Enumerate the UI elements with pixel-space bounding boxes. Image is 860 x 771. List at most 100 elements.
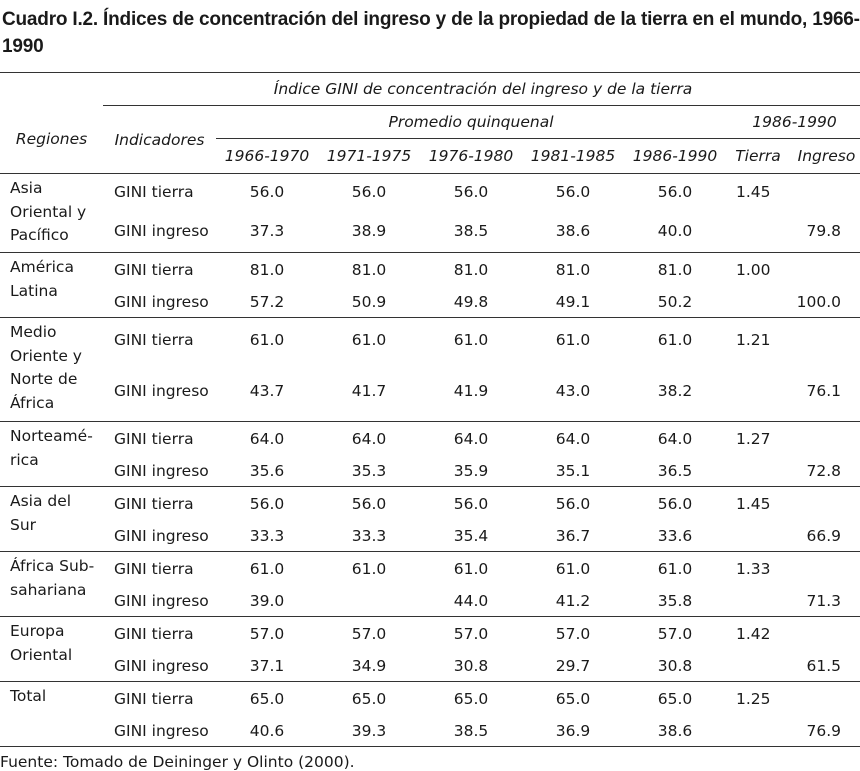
value-cell: 36.5	[624, 455, 726, 487]
table-title: Cuadro I.2. Índices de concentración del…	[2, 9, 860, 57]
value-cell: 65.0	[351, 689, 387, 708]
value-cell: 81.0	[453, 260, 489, 279]
table-row: Asia del Sur GINI tierra 56.0 56.0 56.0 56.0 5…	[0, 486, 860, 552]
header-ingreso: Ingreso	[790, 138, 860, 174]
table-row: GINI ingreso 33.3 33.3 35.4 36.7 33.6 66.9	[0, 520, 860, 552]
region-cell: Asia del Sur	[0, 486, 103, 552]
ingreso-cell: 72.8	[790, 455, 860, 487]
value-cell: 65.0	[249, 689, 285, 708]
value-cell: 81.0	[555, 260, 591, 279]
tierra-cell: 1.42	[736, 624, 771, 643]
region-cell: África Sub-sahariana	[0, 551, 103, 617]
value-cell: 36.7	[522, 520, 624, 552]
region-cell: Europa Oriental	[0, 616, 103, 682]
value-cell: 61.0	[249, 330, 285, 349]
value-cell: 65.0	[555, 689, 591, 708]
indicator-cell: GINI ingreso	[103, 286, 216, 318]
tierra-cell	[726, 286, 790, 318]
value-cell: 81.0	[249, 260, 285, 279]
value-cell: 34.9	[318, 650, 420, 682]
ingreso-cell: 66.9	[790, 520, 860, 552]
value-cell: 61.0	[555, 330, 591, 349]
table-row: GINI ingreso 35.6 35.3 35.9 35.1 36.5 72.8	[0, 455, 860, 487]
value-cell	[318, 585, 420, 617]
ingreso-cell: 76.1	[790, 361, 860, 422]
table-row: Total GINI tierra 65.0 65.0 65.0 65.0 65.0 1.25	[0, 681, 860, 747]
value-cell: 57.0	[555, 624, 591, 643]
header-indicadores: Indicadores	[103, 105, 216, 174]
ingreso-cell	[790, 422, 860, 456]
value-cell: 56.0	[657, 494, 693, 513]
tierra-cell	[726, 650, 790, 682]
table-row: GINI ingreso 37.1 34.9 30.8 29.7 30.8 61.5	[0, 650, 860, 682]
value-cell: 30.8	[420, 650, 522, 682]
source-note: Fuente: Tomado de Deininger y Olinto (20…	[0, 753, 355, 771]
table-row: Norteamé-rica GINI tierra 64.0 64.0 64.0 64.0…	[0, 421, 860, 487]
table-row: Asia Oriental y Pacífico GINI tierra 56.0 5…	[0, 173, 860, 253]
value-cell: 38.5	[420, 210, 522, 253]
value-cell: 35.3	[318, 455, 420, 487]
tierra-cell: 1.00	[736, 260, 771, 279]
value-cell: 56.0	[249, 183, 285, 202]
indicator-cell: GINI tierra	[114, 494, 194, 513]
value-cell: 39.3	[318, 715, 420, 747]
value-cell: 41.2	[522, 585, 624, 617]
region-cell: América Latina	[0, 252, 103, 318]
header-period-1986-1990: 1986-1990	[726, 105, 860, 139]
value-cell: 40.6	[216, 715, 318, 747]
header-gini-title: Índice GINI de concentración del ingreso…	[103, 72, 860, 106]
value-cell: 38.9	[318, 210, 420, 253]
value-cell: 64.0	[453, 429, 489, 448]
tierra-cell: 1.45	[736, 494, 771, 513]
value-cell: 57.0	[249, 624, 285, 643]
value-cell: 56.0	[249, 494, 285, 513]
indicator-cell: GINI ingreso	[103, 520, 216, 552]
value-cell: 61.0	[453, 330, 489, 349]
value-cell: 56.0	[555, 183, 591, 202]
value-cell: 57.2	[216, 286, 318, 318]
indicator-cell: GINI tierra	[114, 429, 194, 448]
header-regiones: Regiones	[0, 105, 103, 174]
table-row: Medio Oriente y Norte de África GINI tier…	[0, 317, 860, 422]
table-row: GINI ingreso 37.3 38.9 38.5 38.6 40.0 79.8	[0, 210, 860, 253]
value-cell: 50.2	[624, 286, 726, 318]
ingreso-cell	[790, 318, 860, 362]
value-cell: 41.7	[318, 361, 420, 422]
ingreso-cell	[790, 617, 860, 651]
value-cell: 39.0	[216, 585, 318, 617]
indicator-cell: GINI ingreso	[103, 650, 216, 682]
value-cell: 38.2	[624, 361, 726, 422]
ingreso-cell: 61.5	[790, 650, 860, 682]
header-spacer	[0, 72, 103, 106]
value-cell: 57.0	[657, 624, 693, 643]
indicator-cell: GINI ingreso	[103, 210, 216, 253]
ingreso-cell: 100.0	[790, 286, 860, 318]
value-cell: 61.0	[351, 330, 387, 349]
header-tierra: Tierra	[726, 138, 790, 174]
tierra-cell: 1.27	[736, 429, 771, 448]
header-promedio-quinquenal: Promedio quinquenal	[216, 105, 726, 139]
value-cell: 81.0	[351, 260, 387, 279]
value-cell: 81.0	[657, 260, 693, 279]
value-cell: 33.3	[318, 520, 420, 552]
tierra-cell: 1.25	[736, 689, 771, 708]
value-cell: 56.0	[351, 494, 387, 513]
value-cell: 61.0	[249, 559, 285, 578]
header-year: 1981-1985	[522, 138, 624, 174]
value-cell: 35.9	[420, 455, 522, 487]
value-cell: 61.0	[453, 559, 489, 578]
value-cell: 33.3	[216, 520, 318, 552]
table-row: GINI ingreso 39.0 44.0 41.2 35.8 71.3	[0, 585, 860, 617]
value-cell: 56.0	[351, 183, 387, 202]
value-cell: 56.0	[657, 183, 693, 202]
value-cell: 29.7	[522, 650, 624, 682]
ingreso-cell: 79.8	[790, 210, 860, 253]
tierra-cell	[726, 715, 790, 747]
value-cell: 61.0	[351, 559, 387, 578]
ingreso-cell	[790, 682, 860, 716]
ingreso-cell	[790, 253, 860, 287]
value-cell: 40.0	[624, 210, 726, 253]
indicator-cell: GINI tierra	[114, 183, 194, 202]
table-row: GINI ingreso 43.7 41.7 41.9 43.0 38.2 76.1	[0, 361, 860, 422]
value-cell: 50.9	[318, 286, 420, 318]
